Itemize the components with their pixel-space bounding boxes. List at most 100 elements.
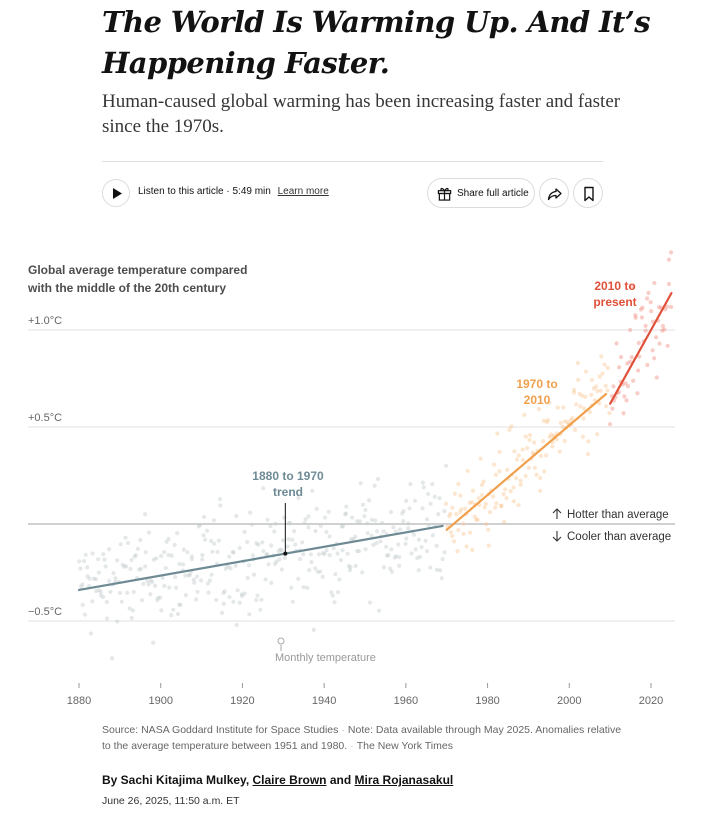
monthly-temperature-point: [583, 394, 588, 400]
monthly-temperature-point: [511, 485, 516, 490]
monthly-temperature-point: [415, 555, 420, 561]
monthly-temperature-point: [337, 577, 342, 582]
monthly-temperature-point: [456, 482, 461, 487]
monthly-temperature-point: [625, 361, 630, 366]
monthly-temperature-point: [251, 572, 257, 577]
monthly-temperature-point: [128, 566, 133, 571]
monthly-temperature-point: [98, 589, 103, 594]
monthly-temperature-point: [657, 341, 662, 346]
share-full-article-button[interactable]: Share full article: [427, 178, 535, 208]
monthly-temperature-point: [452, 539, 457, 544]
monthly-temperature-point: [216, 538, 221, 543]
share-button[interactable]: [539, 178, 569, 208]
listen-label: Listen to this article · 5:49 min Learn …: [138, 186, 329, 197]
monthly-temperature-point: [185, 550, 190, 555]
monthly-temperature-point: [205, 581, 210, 586]
monthly-temperature-point: [358, 481, 363, 486]
monthly-temperature-point: [296, 495, 301, 501]
monthly-temperature-point: [114, 558, 120, 563]
monthly-temperature-point: [209, 572, 214, 577]
monthly-temperature-point: [327, 553, 332, 558]
monthly-temperature-point: [301, 584, 306, 590]
monthly-temperature-point: [426, 491, 431, 497]
trend-label-1970-2010-line-2: 2010: [524, 393, 551, 407]
x-tick-label: 1960: [394, 695, 418, 707]
monthly-temperature-point: [183, 573, 188, 578]
monthly-temperature-point: [381, 565, 387, 570]
x-tick-label: 1940: [312, 695, 336, 707]
monthly-temperature-point: [133, 553, 139, 558]
monthly-temperature-point: [196, 524, 201, 529]
monthly-temperature-point: [175, 611, 180, 617]
monthly-temperature-point: [572, 427, 578, 432]
monthly-temperature-point: [375, 476, 381, 482]
divider: [102, 161, 603, 162]
monthly-temperature-point: [412, 498, 418, 503]
monthly-temperature-point: [231, 599, 236, 604]
monthly-temperature-point: [324, 548, 329, 553]
monthly-temperature-point: [371, 542, 376, 547]
monthly-temperature-point: [603, 383, 608, 388]
monthly-temperature-point: [497, 469, 502, 474]
monthly-temperature-point: [357, 548, 362, 554]
monthly-temperature-point: [85, 574, 90, 579]
play-button[interactable]: [102, 179, 130, 207]
monthly-temperature-point: [142, 512, 148, 517]
headline-line-2: Happening Faster.: [102, 46, 390, 80]
monthly-temperature-point: [353, 534, 358, 539]
monthly-temperature-point: [122, 564, 127, 569]
monthly-temperature-point: [242, 529, 247, 534]
monthly-temperature-point: [442, 509, 447, 514]
monthly-temperature-point: [313, 528, 318, 534]
monthly-temperature-point: [249, 522, 254, 527]
bookmark-button[interactable]: [573, 178, 603, 208]
monthly-temperature-point: [198, 578, 204, 583]
monthly-temperature-point: [332, 600, 337, 605]
monthly-temperature-point: [242, 591, 247, 596]
monthly-temperature-point: [555, 405, 560, 410]
monthly-temperature-point: [250, 553, 256, 558]
monthly-temperature-point: [465, 468, 470, 474]
author-claire-brown[interactable]: Claire Brown: [252, 773, 327, 787]
monthly-temperature-point: [202, 514, 207, 520]
monthly-temperature-point: [527, 433, 533, 438]
monthly-temperature-point: [450, 505, 455, 510]
monthly-temperature-point: [512, 449, 517, 454]
monthly-temperature-point: [293, 542, 298, 547]
monthly-temperature-point: [503, 487, 508, 492]
monthly-temperature-point: [558, 420, 563, 426]
monthly-temperature-point: [186, 573, 191, 578]
monthly-temperature-point: [373, 518, 378, 523]
monthly-temperature-point: [493, 505, 498, 510]
monthly-temperature-point: [119, 599, 124, 604]
monthly-temperature-point: [125, 590, 130, 595]
monthly-temperature-point: [203, 537, 208, 542]
monthly-temperature-point: [314, 506, 319, 511]
monthly-temperature-point: [363, 507, 368, 513]
trend-label-1880-1970-line-2: trend: [273, 485, 303, 499]
monthly-temperature-point: [630, 378, 636, 383]
author-mira-rojanasakul[interactable]: Mira Rojanasakul: [354, 773, 454, 787]
learn-more-link[interactable]: Learn more: [277, 186, 329, 197]
share-label: Share full article: [457, 188, 529, 199]
monthly-temperature-point: [282, 555, 287, 560]
monthly-temperature-point: [653, 335, 659, 340]
monthly-temperature-point: [436, 512, 441, 517]
monthly-temperature-point: [514, 476, 519, 481]
monthly-temperature-point: [318, 569, 323, 574]
monthly-temperature-point: [286, 536, 291, 542]
chart-source: Source: NASA Goddard Institute for Space…: [102, 724, 622, 752]
monthly-temperature-point: [454, 512, 459, 517]
summary: Human-caused global warming has been inc…: [102, 91, 621, 137]
monthly-temperature-point: [290, 537, 295, 542]
monthly-temperature-point: [94, 589, 99, 594]
monthly-temperature-point: [87, 576, 92, 581]
monthly-temperature-point: [456, 528, 461, 533]
monthly-temperature-point: [366, 498, 372, 503]
x-tick-label: 1880: [67, 695, 91, 707]
monthly-temperature-point: [650, 348, 655, 353]
monthly-temperature-point: [135, 546, 140, 552]
monthly-temperature-point: [635, 391, 640, 396]
monthly-temperature-point: [146, 530, 152, 535]
monthly-temperature-point: [392, 555, 397, 560]
